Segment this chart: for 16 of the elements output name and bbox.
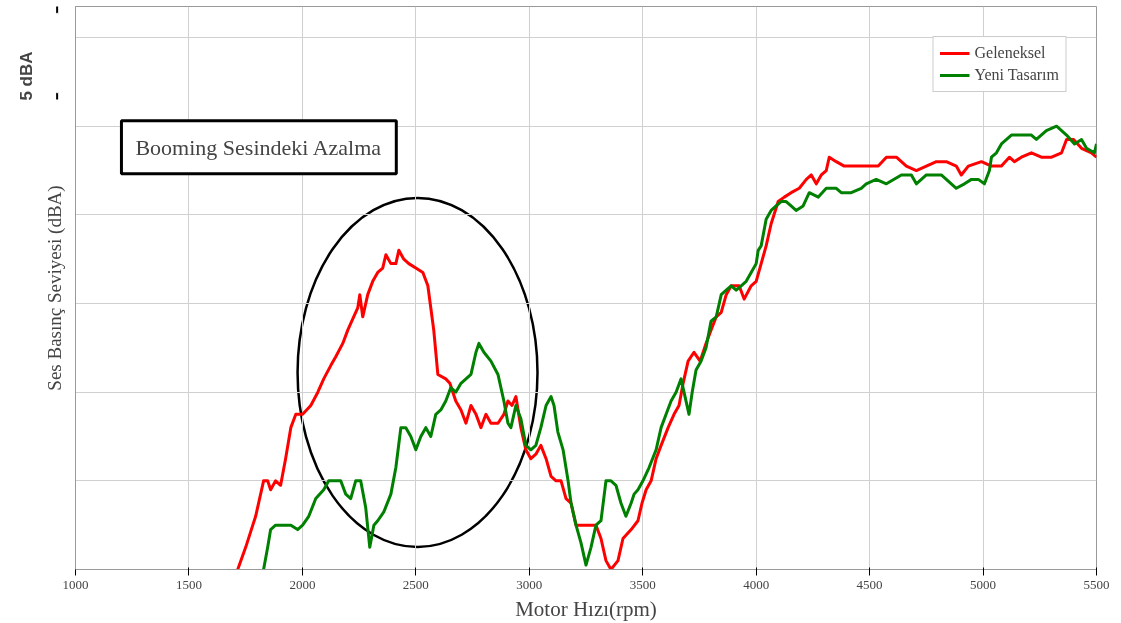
x-axis-title: Motor Hızı(rpm) [515, 596, 657, 621]
y-axis-title: Ses Basınç Seviyesi (dBA) [43, 185, 66, 391]
x-tick-label: 2500 [402, 576, 429, 592]
x-tick-label: 3500 [629, 576, 656, 592]
legend-label: Geleneksel [974, 44, 1046, 62]
x-tick-label: 4000 [743, 576, 770, 592]
x-tick-label: 1500 [175, 576, 202, 592]
x-tick-label: 5500 [1083, 576, 1110, 592]
x-tick-label: 1000 [62, 576, 89, 592]
x-tick-label: 3000 [516, 576, 543, 592]
x-tick-label: 2000 [289, 576, 316, 592]
annotation: Booming Sesindeki Azalma [135, 134, 382, 160]
legend-label: Yeni Tasarım [974, 66, 1059, 84]
x-tick-label: 4500 [856, 576, 883, 592]
text: 5 dBA [16, 51, 36, 101]
x-tick-label: 5000 [970, 576, 997, 592]
